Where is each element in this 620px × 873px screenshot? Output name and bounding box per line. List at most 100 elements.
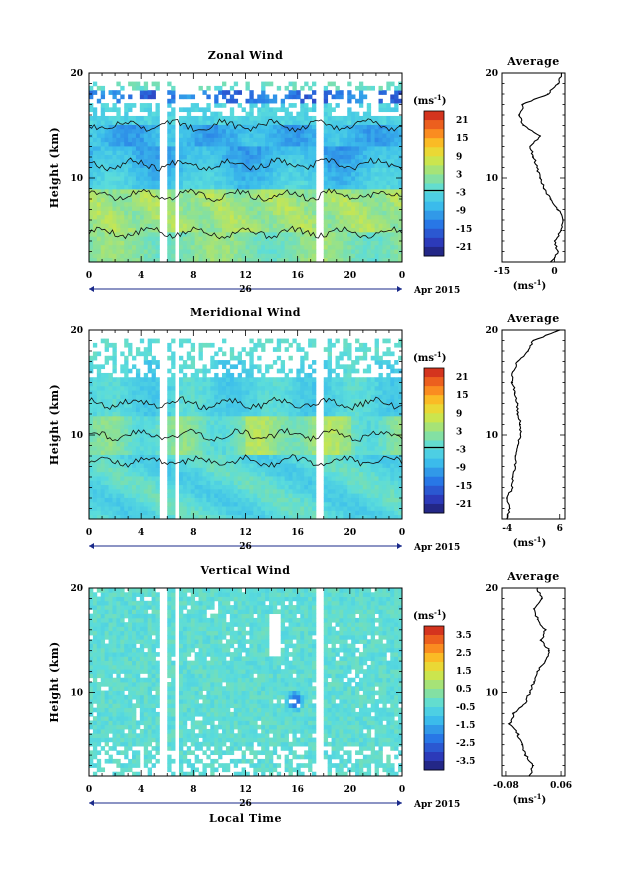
heatmap-cell [245,411,250,417]
heatmap-cell [339,141,344,147]
heatmap-cell [268,411,274,417]
heatmap-cell [112,115,117,121]
heatmap-cell [233,188,239,194]
heatmap-cell [229,231,235,237]
heatmap-cell [229,244,235,250]
heatmap-cell [147,364,152,370]
heatmap-cell [92,81,98,87]
heatmap-cell [171,441,176,447]
heatmap-cell [374,206,379,211]
heatmap-cell [147,454,152,460]
heatmap-cell [143,497,149,503]
heatmap-cell [288,407,293,413]
heatmap-cell [257,458,262,464]
heatmap-cell [362,257,368,263]
heatmap-cell [132,163,137,168]
heatmap-cell [382,223,387,229]
colorbar-segment [424,237,444,248]
heatmap-cell [89,450,94,455]
heatmap-cell [276,476,282,481]
heatmap-cell [186,141,192,147]
heatmap-cell [229,372,235,378]
heatmap-cell [147,158,152,164]
heatmap-cell [190,377,196,382]
heatmap-cell [249,450,254,455]
heatmap-cell [210,210,215,216]
heatmap-cell [382,244,387,250]
heatmap-cell [292,433,297,438]
heatmap-cell [112,493,117,498]
heatmap-cell [89,128,94,134]
heatmap-cell [276,154,282,160]
heatmap-cell [194,206,199,211]
heatmap-cell [190,441,196,447]
heatmap-cell [257,497,262,503]
heatmap-cell [355,154,360,160]
heatmap-cell [96,206,102,211]
heatmap-cell [112,154,117,160]
heatmap-cell [128,257,133,263]
heatmap-cell [218,360,223,365]
heatmap-cell [167,514,172,520]
heatmap-cell [339,219,344,224]
heatmap-cell [225,407,231,413]
heatmap-cell [237,180,242,186]
heatmap-cell [233,206,239,211]
heatmap-cell [229,493,235,498]
heatmap-cell [139,124,145,130]
heatmap-cell [276,342,282,348]
heatmap-cell [394,249,399,254]
heatmap-cell [182,514,188,520]
heatmap-cell [135,441,141,447]
heatmap-cell [143,223,149,229]
heatmap-cell [132,437,137,443]
heatmap-cell [272,184,278,190]
heatmap-cell [339,214,344,220]
heatmap-cell [241,398,246,404]
heatmap-cell [249,411,254,417]
heatmap-cell [304,488,309,494]
heatmap-cell [265,377,270,382]
heatmap-cell [233,441,239,447]
colorbar-segment [424,111,444,121]
heatmap-cell [198,471,203,477]
heatmap-cell [288,463,293,468]
heatmap-cell [268,227,274,233]
heatmap-cell [339,128,344,134]
heatmap-cell [265,488,270,494]
heatmap-cell [210,219,215,224]
heatmap-cell [151,146,156,151]
heatmap-cell [272,476,278,481]
heatmap-cell [124,428,129,434]
heatmap-cell [268,441,274,447]
heatmap-cell [198,385,203,391]
heatmap-cell [296,197,301,203]
heatmap-cell [155,514,160,520]
heatmap-cell [261,390,266,395]
heatmap-cell [304,103,309,108]
heatmap-cell [339,167,344,173]
heatmap-cell [265,428,270,434]
heatmap-cell [124,467,129,473]
heatmap-cell [245,184,250,190]
heatmap-cell [386,253,391,259]
heatmap-cell [198,501,203,507]
heatmap-cell [265,390,270,395]
heatmap-cell [268,133,274,138]
heatmap-cell [261,240,266,246]
heatmap-cell [358,206,364,211]
heatmap-cell [222,420,227,425]
heatmap-cell [139,445,145,451]
heatmap-cell [116,107,121,113]
heatmap-cell [116,115,121,121]
heatmap-cell [100,120,106,125]
heatmap-cell [128,167,133,173]
heatmap-cell [257,240,262,246]
heatmap-cell [296,445,301,451]
heatmap-cell [276,445,282,451]
heatmap-cell [128,398,133,404]
heatmap-cell [186,385,192,391]
heatmap-cell [96,463,102,468]
heatmap-cell [225,377,231,382]
heatmap-cell [112,223,117,229]
